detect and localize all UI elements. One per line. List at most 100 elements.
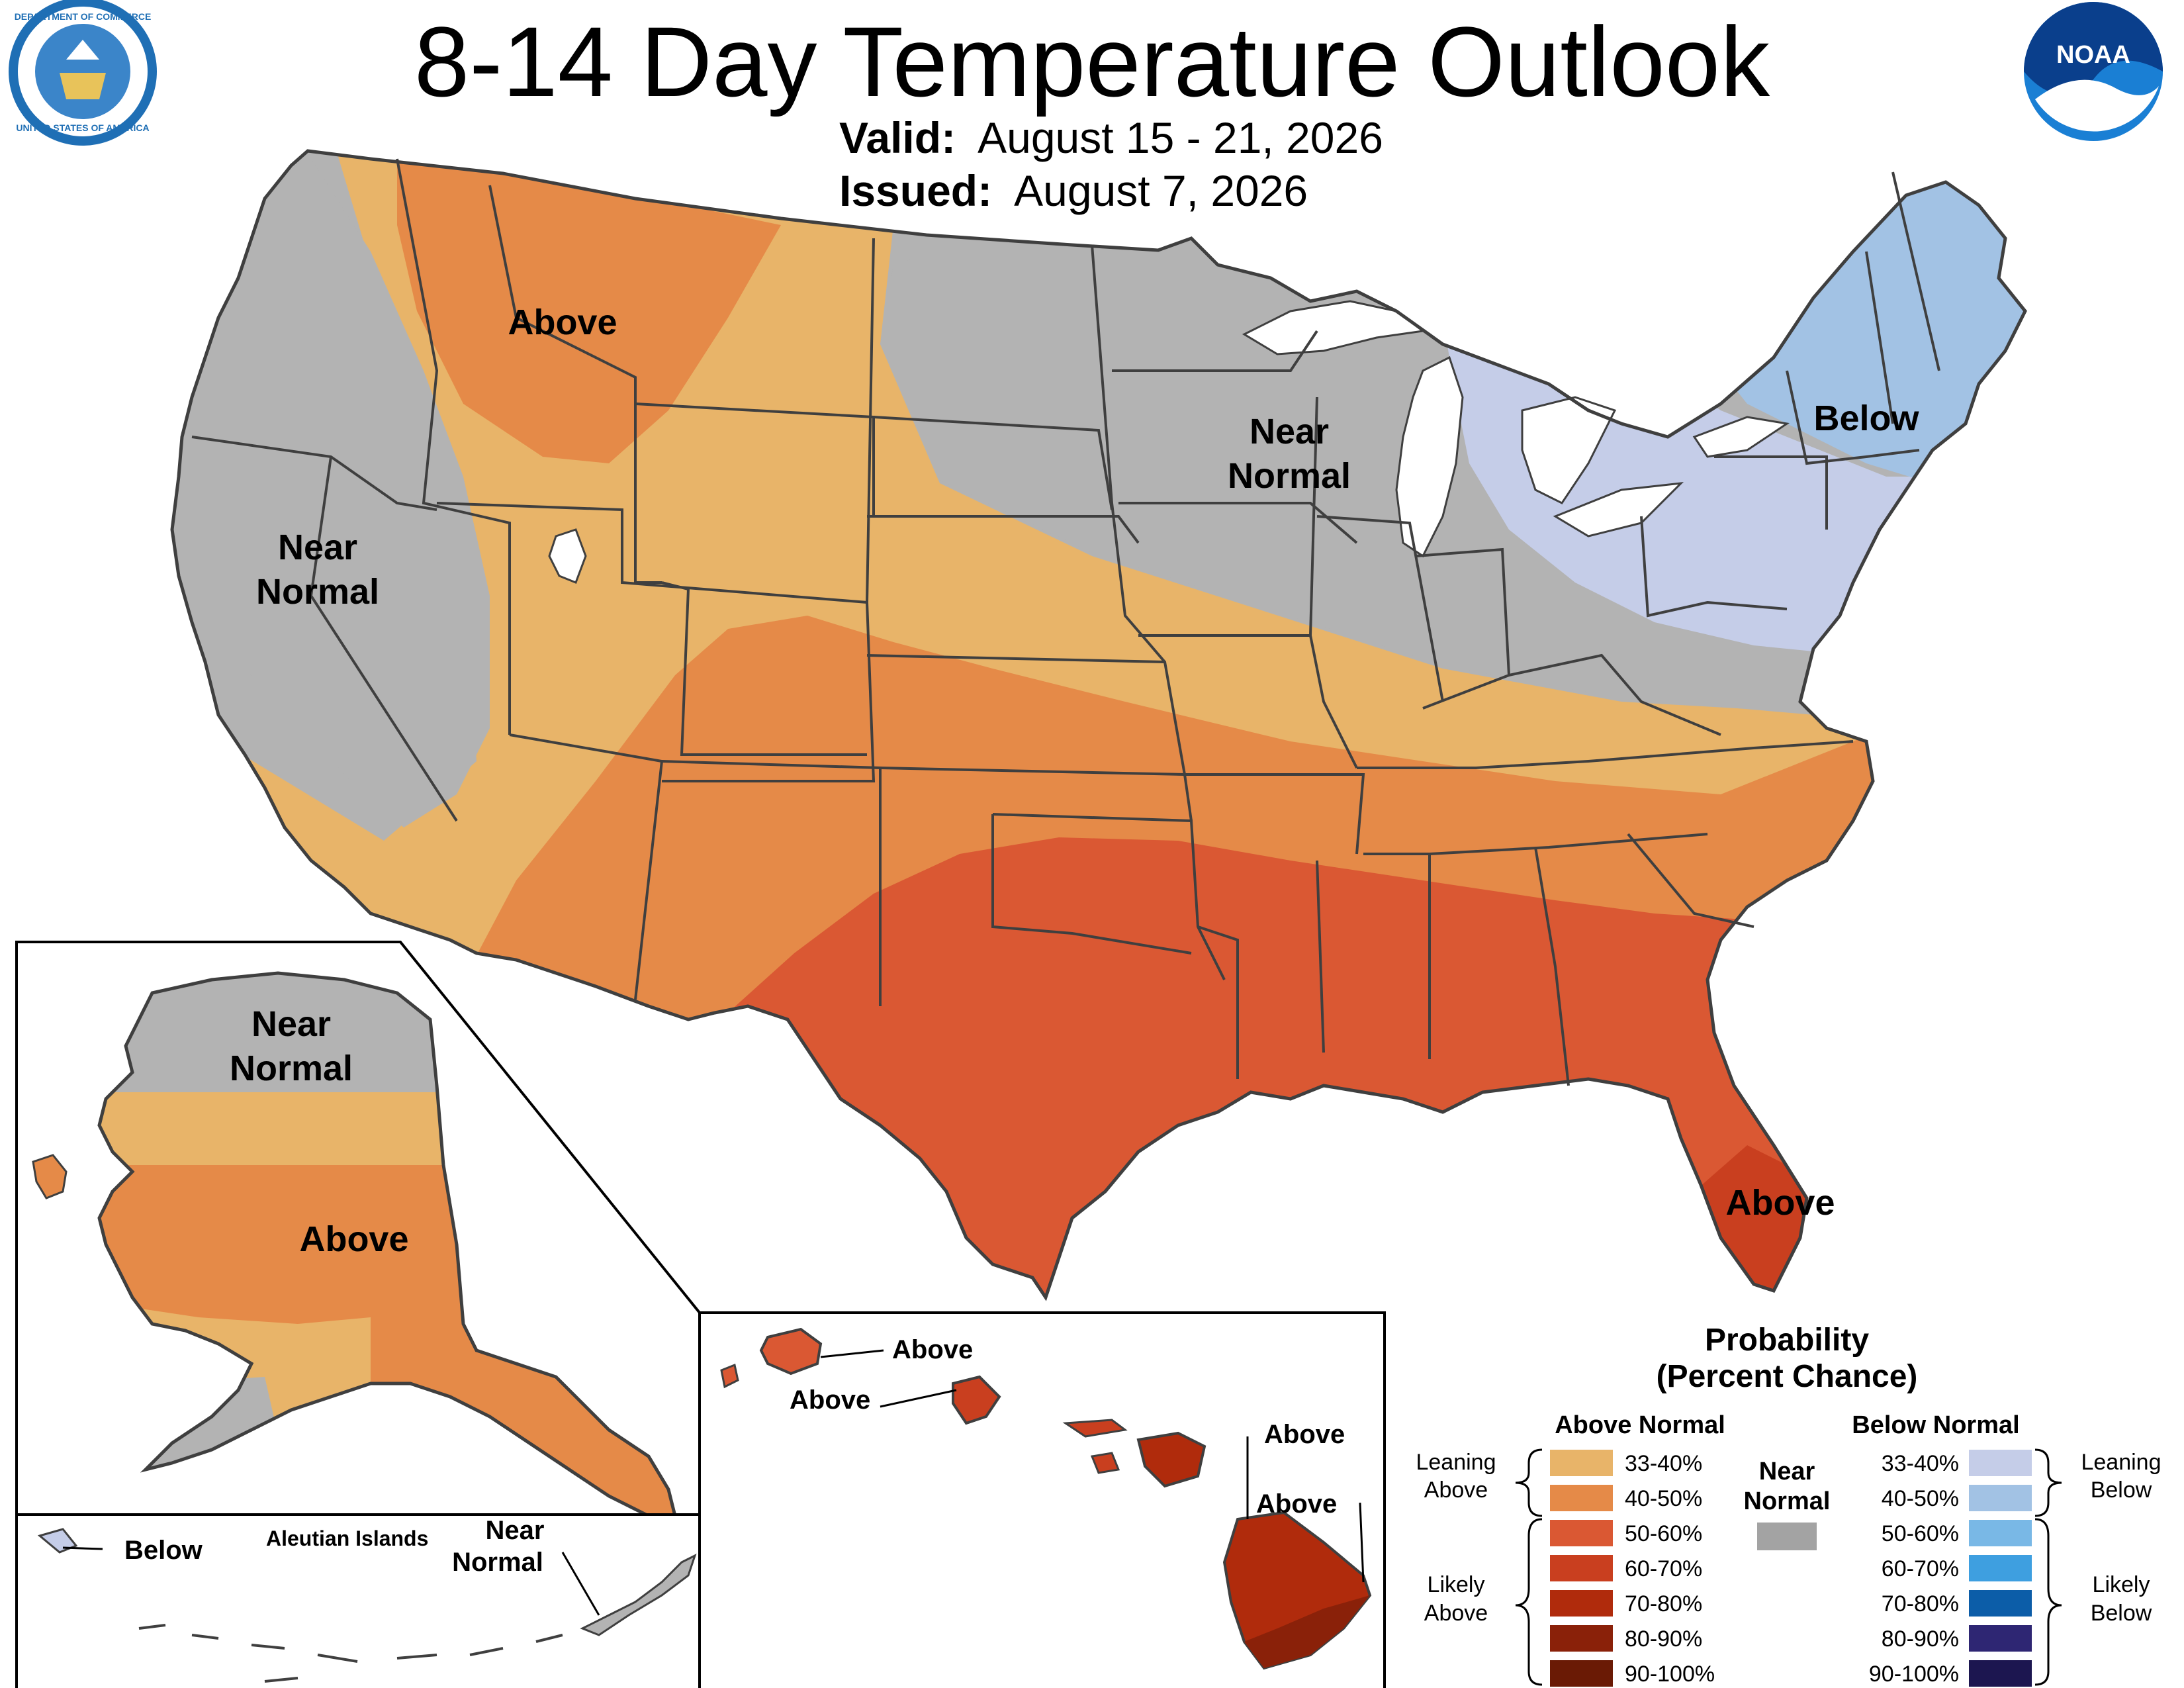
ak-outline — [97, 971, 678, 1518]
legend-leaning-above-2: Above — [1424, 1477, 1488, 1503]
doc-seal-logo: DEPARTMENT OF COMMERCE UNITED STATES OF … — [9, 0, 157, 146]
legend-likely-above-1: Likely — [1428, 1572, 1485, 1597]
state-borders — [191, 158, 1940, 1086]
ak-lean-above-north-region — [99, 1092, 675, 1165]
ak-label-near-1: Near — [251, 1004, 331, 1044]
doc-seal-inner — [35, 24, 130, 119]
hi-molokai — [1062, 1419, 1128, 1438]
label-near-west-1: Near — [278, 528, 357, 567]
issued-value: August 7, 2026 — [1014, 166, 1308, 215]
legend-below-range-6: 80-90% — [1882, 1626, 1959, 1652]
legend-above-swatch-5 — [1550, 1590, 1613, 1617]
legend-above-range-6: 80-90% — [1625, 1626, 1702, 1652]
label-near-mid-2: Normal — [1228, 456, 1351, 496]
ak-label-above: Above — [299, 1219, 408, 1259]
hi-label-big: Above — [1256, 1489, 1337, 1519]
legend-below-swatches: 33-40% 40-50% 50-60% 60-70% 70-80% 80-90% 90-1… — [1869, 1450, 2032, 1687]
legend-leaning-above-1: Leaning — [1416, 1450, 1496, 1475]
alaska-inset: Near Normal Above Below Aleutian Islands… — [15, 941, 701, 1688]
legend-below-range-3: 50-60% — [1882, 1521, 1959, 1546]
legend-likely-below-1: Likely — [2093, 1572, 2150, 1597]
doc-seal-eagle — [66, 40, 99, 60]
legend-below-range-5: 70-80% — [1882, 1591, 1959, 1617]
legend-below-swatch-1 — [1969, 1450, 2032, 1476]
hi-label-kauai: Above — [892, 1335, 973, 1364]
legend-title-2: (Percent Chance) — [1657, 1359, 1918, 1394]
doc-seal-shield — [60, 73, 106, 99]
legend-above-swatch-6 — [1550, 1625, 1613, 1652]
hi-kauai — [759, 1327, 823, 1376]
label-above-north: Above — [508, 303, 617, 342]
aleutian-west-island — [37, 1528, 78, 1554]
legend-below-range-2: 40-50% — [1882, 1486, 1959, 1511]
label-near-mid-1: Near — [1250, 412, 1329, 451]
hi-label-maui: Above — [1264, 1420, 1345, 1449]
noaa-logo-wave — [2035, 79, 2159, 132]
ak-island-west — [32, 1154, 68, 1199]
noaa-logo-top — [2024, 2, 2163, 95]
valid-label: Valid: — [839, 113, 956, 162]
legend-below-swatch-5 — [1969, 1590, 2032, 1617]
issued-line: Issued: August 7, 2026 — [839, 164, 1308, 217]
legend-above-header: Above Normal — [1555, 1411, 1725, 1439]
legend-above-swatch-4 — [1550, 1555, 1613, 1581]
legend-above-swatch-7 — [1550, 1660, 1613, 1687]
hawaii-inset: Above Above Above Above — [698, 1311, 1386, 1688]
lake-ontario — [1692, 416, 1790, 458]
valid-line: Valid: August 15 - 21, 2026 — [839, 111, 1383, 164]
hi-kauai-leader — [820, 1349, 884, 1358]
legend-above-range-2: 40-50% — [1625, 1486, 1702, 1511]
aleutian-below-leader — [62, 1546, 103, 1550]
legend-below-range-1: 33-40% — [1882, 1451, 1959, 1476]
page-title: 8-14 Day Temperature Outlook — [414, 6, 1770, 117]
legend-braces — [1515, 1448, 2062, 1686]
legend-below-swatch-6 — [1969, 1625, 2032, 1652]
valid-value: August 15 - 21, 2026 — [978, 113, 1383, 162]
hi-maui — [1136, 1431, 1206, 1488]
legend-above-swatch-2 — [1550, 1485, 1613, 1511]
legend-near-1: Near — [1759, 1458, 1815, 1485]
conus-outline — [170, 149, 2027, 1301]
legend-near-2: Normal — [1744, 1487, 1831, 1515]
ak-label-near-2: Normal — [230, 1049, 353, 1088]
aleutian-near-leader — [561, 1552, 600, 1616]
hi-oahu-leader — [880, 1389, 957, 1408]
label-near-west-2: Normal — [256, 572, 379, 612]
legend-above-range-1: 33-40% — [1625, 1451, 1702, 1476]
label-below-ne: Below — [1813, 399, 1919, 438]
hi-oahu — [952, 1375, 1001, 1425]
legend-below-header: Below Normal — [1852, 1411, 2019, 1439]
legend: Probability (Percent Chance) Above Norma… — [1416, 1323, 2161, 1687]
lake-huron — [1521, 396, 1617, 504]
legend-below-swatch-3 — [1969, 1520, 2032, 1546]
hi-label-oahu: Above — [790, 1385, 870, 1415]
label-above-fl: Above — [1725, 1183, 1835, 1223]
noaa-logo: NOAA — [2024, 2, 2163, 141]
near-normal-west-region — [172, 159, 490, 827]
aleutian-title: Aleutian Islands — [266, 1526, 428, 1550]
noaa-logo-text: NOAA — [2056, 41, 2130, 69]
great-salt-lake — [548, 528, 587, 584]
legend-leaning-below-2: Below — [2091, 1477, 2152, 1503]
hi-big-leader — [1359, 1502, 1365, 1583]
aleutian-east-islands — [580, 1554, 697, 1636]
legend-near-swatch — [1757, 1523, 1817, 1550]
legend-title-1: Probability — [1705, 1323, 1869, 1358]
aleutian-label-near-2: Normal — [452, 1548, 543, 1577]
issued-label: Issued: — [839, 166, 993, 215]
doc-seal-text-top: DEPARTMENT OF COMMERCE — [15, 11, 152, 22]
hi-big-island-80-90 — [1244, 1595, 1370, 1668]
legend-below-range-7: 90-100% — [1869, 1662, 1959, 1687]
aleutian-inset-frame — [15, 1513, 701, 1688]
legend-below-swatch-4 — [1969, 1555, 2032, 1581]
legend-above-range-4: 60-70% — [1625, 1556, 1702, 1581]
legend-below-swatch-2 — [1969, 1485, 2032, 1511]
legend-above-swatch-1 — [1550, 1450, 1613, 1476]
legend-above-range-3: 50-60% — [1625, 1521, 1702, 1546]
aleutian-label-below: Below — [124, 1536, 203, 1565]
legend-leaning-below-1: Leaning — [2081, 1450, 2161, 1475]
aleutian-label-near-1: Near — [486, 1516, 545, 1545]
legend-above-swatch-3 — [1550, 1520, 1613, 1546]
legend-above-range-7: 90-100% — [1625, 1662, 1715, 1687]
